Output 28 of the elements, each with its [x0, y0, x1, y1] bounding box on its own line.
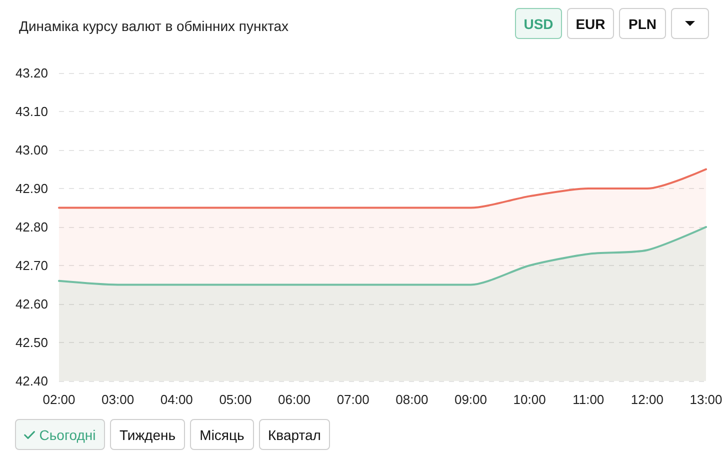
- currency-button[interactable]: PLN: [619, 8, 666, 39]
- y-tick-label: 43.20: [15, 66, 48, 80]
- x-tick-label: 06:00: [278, 392, 311, 407]
- x-tick-label: 03:00: [102, 392, 134, 407]
- x-tick-label: 02:00: [42, 392, 76, 407]
- period-button[interactable]: Квартал: [259, 419, 330, 450]
- period-button[interactable]: Тиждень: [110, 419, 185, 450]
- x-tick-label: 12:00: [630, 392, 664, 407]
- x-tick-label: 04:00: [160, 392, 193, 407]
- y-tick-label: 42.40: [15, 374, 48, 388]
- x-tick-label: 09:00: [454, 392, 487, 407]
- x-tick-label: 10:00: [513, 392, 546, 407]
- dropdown-button[interactable]: [671, 8, 709, 39]
- currency-button[interactable]: EUR: [567, 8, 614, 39]
- y-tick-label: 42.70: [15, 258, 48, 273]
- y-tick-label: 43.10: [15, 104, 48, 119]
- y-tick-label: 42.50: [15, 335, 48, 350]
- x-tick-label: 11:00: [572, 392, 604, 407]
- period-button[interactable]: Місяць: [190, 419, 254, 450]
- x-tick-label: 08:00: [396, 392, 428, 407]
- y-tick-label: 42.90: [15, 181, 48, 196]
- y-tick-label: 43.00: [15, 142, 48, 158]
- y-tick-label: 42.60: [15, 296, 48, 312]
- x-tick-label: 05:00: [219, 392, 252, 407]
- x-tick-label: 07:00: [336, 392, 370, 407]
- x-tick-label: 13:00: [690, 392, 722, 407]
- y-tick-label: 42.80: [15, 220, 48, 234]
- chart-title: Динаміка курсу валют в обмінних пунктах: [19, 18, 289, 34]
